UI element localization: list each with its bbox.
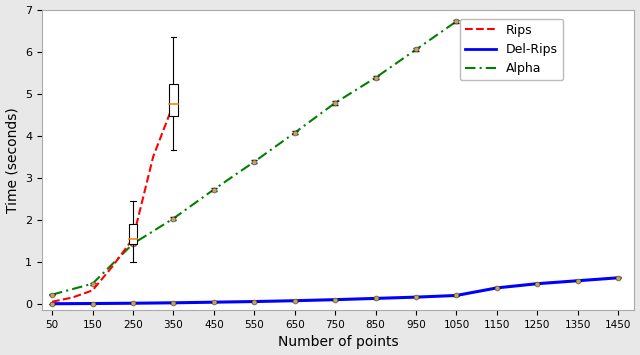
Bar — [129, 224, 138, 244]
Legend: Rips, Del-Rips, Alpha: Rips, Del-Rips, Alpha — [460, 19, 563, 80]
X-axis label: Number of points: Number of points — [278, 335, 399, 349]
Bar — [169, 84, 178, 116]
Y-axis label: Time (seconds): Time (seconds) — [6, 107, 20, 213]
